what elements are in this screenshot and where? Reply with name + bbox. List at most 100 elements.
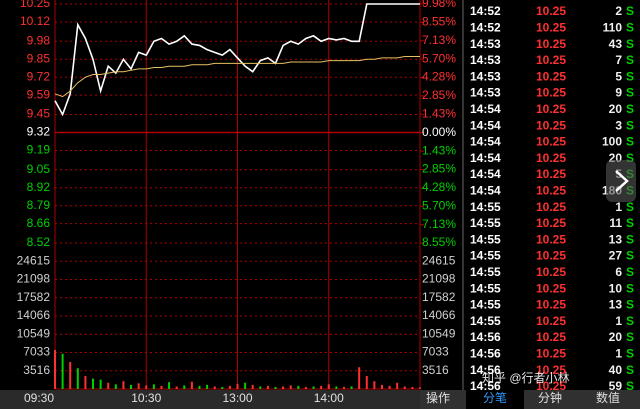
trade-cell: 14:54: [470, 151, 501, 165]
watermark: 知乎 @行者小林: [482, 371, 570, 385]
trade-cell: 10.25: [536, 314, 566, 328]
trade-cell: 10.25: [536, 200, 566, 214]
y-tick-label: 8.79: [27, 198, 51, 212]
trade-cell: 11: [609, 216, 622, 230]
tab[interactable]: 分笔: [483, 390, 507, 405]
volume-bar: [350, 386, 353, 389]
trade-cell: 10.25: [536, 183, 566, 197]
trade-cell: 3: [615, 118, 622, 132]
trade-cell: S: [626, 37, 634, 51]
trade-cell: 10: [609, 281, 623, 295]
volume-bar: [160, 385, 163, 389]
x-tick-label: 10:30: [131, 391, 161, 405]
volume-bar: [198, 385, 201, 389]
volume-bar: [84, 376, 87, 389]
volume-bar: [342, 386, 345, 389]
volume-bar: [221, 386, 224, 389]
trade-cell: 13: [609, 298, 623, 312]
x-tick-label: 13:00: [222, 391, 252, 405]
y-tick-label: 9.72: [27, 69, 51, 83]
y2-tick-label: 14066: [422, 308, 456, 322]
trade-cell: 14:53: [470, 86, 501, 100]
y-tick-label: 7033: [23, 345, 50, 359]
next-arrow: [615, 170, 629, 192]
trade-cell: 14:54: [470, 102, 501, 116]
price-line: [54, 3, 420, 117]
volume-bar: [380, 384, 383, 389]
volume-bar: [335, 386, 338, 389]
trade-cell: S: [626, 363, 634, 377]
volume-bar: [419, 387, 421, 389]
volume-bar: [213, 386, 216, 389]
tab[interactable]: 数值: [596, 390, 620, 405]
trade-cell: S: [626, 249, 634, 263]
y-tick-label: 9.32: [27, 125, 51, 139]
y-tick-label: 9.05: [27, 162, 51, 176]
trade-cell: S: [626, 4, 634, 18]
trade-cell: 14:55: [470, 281, 501, 295]
y-tick-label: 9.19: [27, 143, 51, 157]
y2-tick-label: 21098: [422, 272, 456, 286]
trade-cell: S: [626, 135, 634, 149]
volume-bar: [228, 385, 231, 389]
trade-cell: 10.25: [536, 135, 566, 149]
volume-bar: [358, 367, 361, 389]
y-tick-label: 24615: [17, 253, 51, 267]
trade-cell: 9: [615, 86, 622, 100]
trade-cell: 6: [615, 265, 622, 279]
trade-cell: 14:55: [470, 216, 501, 230]
volume-bar: [137, 383, 140, 389]
trade-cell: 14:54: [470, 167, 501, 181]
y-tick-label: 21098: [17, 272, 51, 286]
trade-cell: S: [626, 346, 634, 360]
volume-bar: [145, 385, 148, 389]
y-tick-label: 9.59: [27, 87, 51, 101]
tab[interactable]: 分钟: [538, 390, 562, 405]
y2-tick-label: 17582: [422, 290, 456, 304]
trade-cell: 10.25: [536, 53, 566, 67]
y-tick-label: 8.52: [27, 235, 51, 249]
trade-cell: 14:53: [470, 37, 501, 51]
y2-tick-label: 24615: [422, 253, 456, 267]
trade-cell: 7: [615, 53, 622, 67]
trade-cell: S: [626, 314, 634, 328]
trade-cell: 14:56: [470, 330, 501, 344]
trade-cell: 10.25: [536, 363, 566, 377]
price-line: [54, 56, 420, 98]
trade-cell: 10.25: [536, 346, 566, 360]
volume-bar: [183, 385, 186, 389]
y-tick-label: 3516: [23, 363, 50, 377]
volume-bar: [320, 385, 323, 389]
y-tick-label: 10.25: [20, 0, 50, 10]
trade-cell: 20: [609, 330, 623, 344]
volume-bar: [61, 353, 64, 389]
trade-cell: 14:52: [470, 4, 501, 18]
volume-bar: [304, 386, 307, 389]
trade-cell: S: [626, 118, 634, 132]
trade-cell: 10.25: [536, 151, 566, 165]
volume-bar: [411, 386, 414, 389]
trade-cell: S: [626, 53, 634, 67]
trade-cell: 14:56: [470, 379, 501, 393]
next-button[interactable]: [606, 160, 636, 202]
trade-cell: 27: [609, 249, 623, 263]
trade-cell: S: [626, 379, 634, 393]
trade-cell: 10.25: [536, 4, 566, 18]
trade-cell: 2: [615, 4, 622, 18]
trade-cell: 14:52: [470, 20, 501, 34]
y2-tick-label: 2.85%: [422, 88, 456, 102]
volume-bar: [76, 368, 79, 389]
volume-bar: [365, 376, 368, 389]
trade-cell: 1: [615, 314, 622, 328]
volume-bar: [373, 381, 376, 389]
trade-cell: 10.25: [536, 298, 566, 312]
trade-cell: 14:55: [470, 249, 501, 263]
volume-bar: [266, 385, 269, 389]
trade-cell: S: [626, 281, 634, 295]
trade-cell: S: [626, 330, 634, 344]
volume-bar: [190, 381, 193, 389]
tab[interactable]: 操作: [426, 390, 450, 405]
y2-tick-label: 7.13%: [422, 33, 456, 47]
